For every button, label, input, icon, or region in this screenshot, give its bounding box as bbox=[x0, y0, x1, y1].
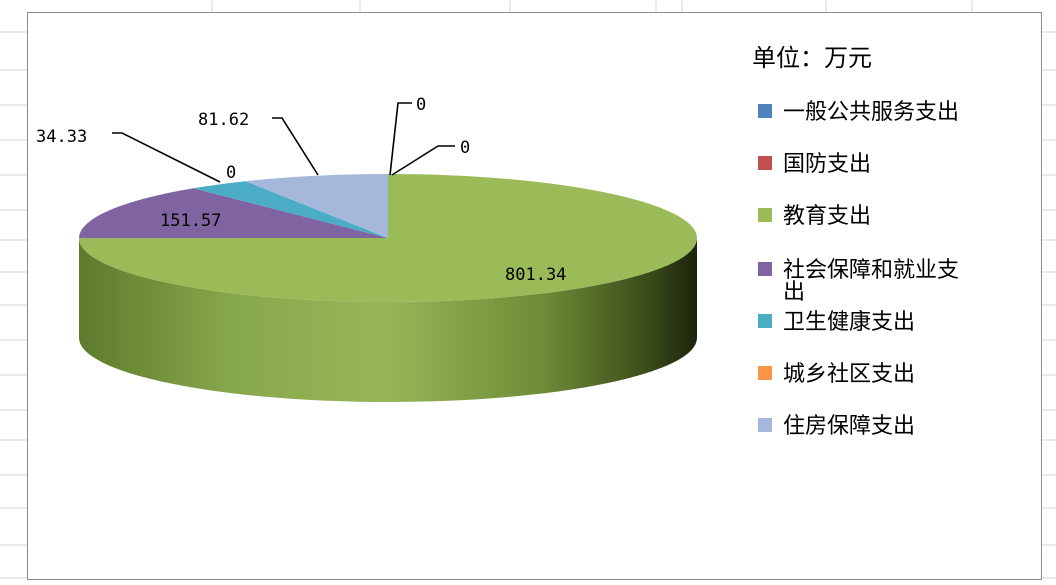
data-label-7: 81.62 bbox=[198, 110, 249, 130]
legend-swatch-6 bbox=[758, 366, 772, 380]
data-label-2: 0 bbox=[460, 138, 470, 158]
legend-label-4: 社会保障和就业支出 bbox=[783, 258, 959, 305]
legend-swatch-5 bbox=[758, 314, 772, 328]
leader-line-1 bbox=[389, 102, 412, 176]
legend: 单位：万元一般公共服务支出国防支出教育支出社会保障和就业支出卫生健康支出城乡社区… bbox=[752, 44, 959, 439]
pie-slice-5[interactable] bbox=[193, 181, 388, 238]
data-label-6: 0 bbox=[226, 163, 236, 183]
data-label-1: 0 bbox=[416, 95, 426, 115]
pie-slice-7[interactable] bbox=[245, 174, 388, 238]
leader-line-5 bbox=[112, 132, 221, 183]
legend-swatch-3 bbox=[758, 208, 772, 222]
legend-label-7: 住房保障支出 bbox=[783, 414, 915, 439]
unit-label: 单位：万元 bbox=[752, 44, 872, 72]
pie-layer bbox=[79, 174, 698, 402]
legend-label-2: 国防支出 bbox=[783, 152, 871, 177]
data-label-4: 151.57 bbox=[160, 211, 221, 231]
pie-side-wall bbox=[79, 238, 698, 402]
data-label-layer: 0 0 801.34 151.57 34.33 0 81.62 bbox=[36, 95, 566, 285]
leader-line-7 bbox=[272, 117, 319, 176]
legend-label-6: 城乡社区支出 bbox=[783, 362, 915, 387]
data-label-3: 801.34 bbox=[505, 265, 566, 285]
legend-label-1: 一般公共服务支出 bbox=[783, 100, 959, 125]
data-label-5: 34.33 bbox=[36, 127, 87, 147]
leader-line-2 bbox=[391, 145, 455, 176]
legend-swatch-4 bbox=[758, 262, 772, 276]
pie-slice-3[interactable] bbox=[79, 174, 698, 302]
legend-swatch-1 bbox=[758, 104, 772, 118]
legend-label-3: 教育支出 bbox=[783, 204, 871, 229]
legend-swatch-7 bbox=[758, 418, 772, 432]
legend-label-5: 卫生健康支出 bbox=[783, 310, 915, 335]
legend-swatch-2 bbox=[758, 156, 772, 170]
pie-slice-4[interactable] bbox=[79, 188, 388, 239]
